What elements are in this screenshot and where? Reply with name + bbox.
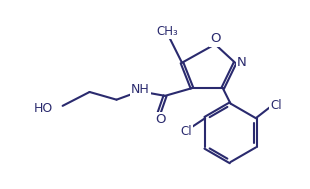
Text: Cl: Cl (270, 99, 282, 112)
Text: NH: NH (131, 83, 150, 96)
Text: O: O (210, 32, 221, 45)
Text: HO: HO (34, 102, 53, 115)
Text: O: O (155, 113, 166, 126)
Text: N: N (237, 56, 247, 69)
Text: Cl: Cl (180, 125, 192, 138)
Text: CH₃: CH₃ (157, 25, 178, 38)
